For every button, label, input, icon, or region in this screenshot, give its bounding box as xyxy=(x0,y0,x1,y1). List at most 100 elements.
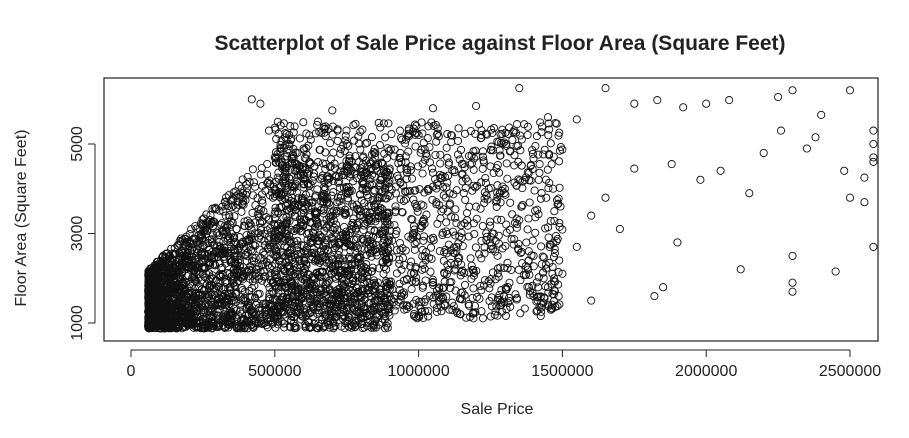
data-point xyxy=(869,126,878,135)
data-point xyxy=(272,134,281,143)
data-point xyxy=(433,219,442,228)
data-point xyxy=(215,259,224,268)
data-point xyxy=(451,205,460,214)
data-point xyxy=(179,322,188,332)
data-point xyxy=(352,200,361,209)
data-point xyxy=(450,213,460,222)
data-point xyxy=(433,179,442,188)
data-point xyxy=(367,252,376,261)
data-point xyxy=(254,272,263,281)
data-point xyxy=(532,132,541,141)
data-point xyxy=(330,244,339,253)
data-point xyxy=(273,307,282,316)
data-point xyxy=(215,271,224,280)
data-point xyxy=(148,315,158,324)
data-point xyxy=(348,276,357,286)
data-point xyxy=(716,166,725,175)
data-point xyxy=(536,118,545,127)
data-point xyxy=(352,300,361,309)
data-point xyxy=(252,265,261,274)
data-point xyxy=(183,292,192,301)
data-point xyxy=(248,246,257,255)
data-point xyxy=(418,245,427,255)
data-point xyxy=(538,122,547,131)
data-point xyxy=(248,271,257,280)
data-point xyxy=(245,292,254,301)
data-point xyxy=(354,254,363,264)
x-tick-label: 1500000 xyxy=(531,363,593,380)
data-point xyxy=(159,251,168,260)
data-point xyxy=(308,303,317,312)
data-point xyxy=(300,257,309,266)
data-point xyxy=(736,265,745,274)
data-point xyxy=(464,151,474,161)
data-point xyxy=(556,142,565,152)
data-point xyxy=(372,251,382,260)
data-point xyxy=(469,284,478,293)
data-point xyxy=(359,273,368,282)
data-point xyxy=(537,307,546,316)
data-point xyxy=(282,135,291,144)
data-point xyxy=(374,118,383,127)
data-point xyxy=(478,164,487,173)
data-point xyxy=(145,303,154,312)
data-point xyxy=(316,247,325,256)
data-point xyxy=(404,147,413,156)
data-point xyxy=(283,216,292,225)
data-point xyxy=(238,273,247,282)
data-point xyxy=(221,211,230,220)
data-point xyxy=(426,243,436,252)
data-point xyxy=(311,193,320,202)
data-point xyxy=(390,306,399,315)
data-point xyxy=(240,293,249,302)
data-point xyxy=(338,230,348,239)
data-point xyxy=(442,249,451,258)
data-point xyxy=(348,261,357,270)
data-point xyxy=(231,281,240,291)
data-point xyxy=(339,311,348,320)
data-point xyxy=(467,159,476,168)
data-point xyxy=(524,256,533,265)
data-point xyxy=(157,274,166,283)
data-point xyxy=(328,106,337,115)
data-point xyxy=(673,238,682,247)
data-point xyxy=(439,191,448,200)
data-point xyxy=(418,283,427,292)
data-point xyxy=(534,175,543,184)
data-point xyxy=(514,239,523,248)
data-point xyxy=(415,312,424,321)
data-point xyxy=(463,177,472,186)
data-point xyxy=(232,266,242,275)
data-point xyxy=(290,237,299,246)
data-point xyxy=(144,317,153,326)
data-point xyxy=(333,225,342,234)
data-point xyxy=(552,119,561,128)
data-point xyxy=(542,193,551,202)
data-point xyxy=(185,297,194,306)
data-point xyxy=(334,172,343,181)
data-point xyxy=(478,152,488,161)
data-point xyxy=(432,200,441,209)
data-point xyxy=(326,264,336,273)
data-point xyxy=(209,284,218,293)
data-point xyxy=(273,273,282,282)
data-point xyxy=(515,216,524,225)
data-point xyxy=(339,234,348,243)
data-point xyxy=(210,260,219,269)
data-point xyxy=(482,130,492,139)
data-point xyxy=(505,278,514,287)
y-tick-label: 3000 xyxy=(69,216,86,252)
data-point xyxy=(370,144,379,153)
data-point xyxy=(545,149,554,159)
data-point xyxy=(376,176,385,185)
data-point xyxy=(189,311,199,320)
data-point xyxy=(388,253,397,262)
data-point xyxy=(190,284,199,293)
data-point xyxy=(831,267,840,276)
data-point xyxy=(482,191,491,200)
data-point xyxy=(551,118,560,128)
data-point xyxy=(339,292,348,301)
data-point xyxy=(354,132,363,141)
data-point xyxy=(554,292,563,301)
data-point xyxy=(407,285,416,294)
